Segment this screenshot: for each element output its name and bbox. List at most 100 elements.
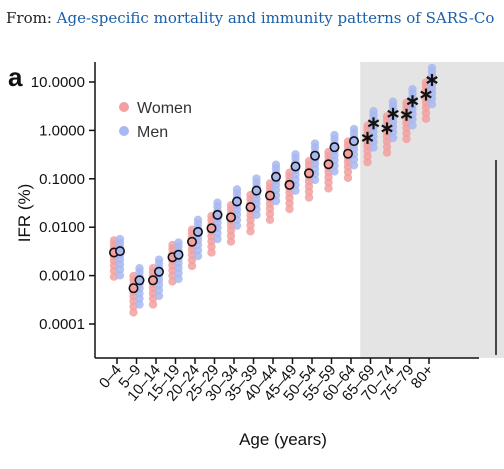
- posterior-dot-men: [388, 133, 398, 143]
- posterior-dot-women: [265, 215, 275, 224]
- estimate-asterisk-women: [361, 131, 374, 144]
- y-tick-label: 1.0000: [39, 122, 85, 139]
- legend-men-label: Men: [137, 124, 168, 141]
- estimate-marker-men: [290, 161, 301, 172]
- posterior-dot-women: [304, 193, 314, 202]
- estimate-marker-men: [348, 136, 359, 147]
- posterior-dot-men: [330, 167, 339, 176]
- y-axis-ticks: 0.0001 0.0010 0.0100 0.1000 1.0000 10.0000: [31, 74, 95, 333]
- posterior-dot-women: [246, 227, 255, 236]
- posterior-dot-women: [187, 261, 197, 271]
- estimate-marker-men: [154, 266, 165, 277]
- posterior-dot-women: [207, 248, 216, 257]
- x-axis-title: Age (years): [239, 430, 327, 449]
- posterior-dot-men: [369, 143, 378, 152]
- posterior-dot-women: [421, 114, 431, 123]
- posterior-dot-men: [193, 215, 203, 224]
- posterior-dot-men: [193, 251, 203, 261]
- estimate-asterisk-women: [420, 88, 432, 101]
- posterior-dot-men: [369, 107, 378, 116]
- panel-label-a: a: [8, 62, 23, 92]
- posterior-dot-men: [174, 238, 183, 247]
- estimate-marker-women: [226, 212, 237, 223]
- estimate-marker-men: [173, 249, 184, 260]
- posterior-dot-men: [232, 221, 242, 230]
- estimate-marker-men: [309, 150, 320, 161]
- estimate-asterisk-men: [387, 107, 399, 120]
- estimate-asterisk-women: [400, 108, 413, 121]
- estimate-asterisk-women: [381, 122, 393, 135]
- legend-men-marker: [119, 126, 129, 136]
- summary-markers: [109, 73, 438, 294]
- posterior-dot-men: [310, 175, 320, 185]
- x-axis-ticks: 0–45–910–1415–1920–2425–2930–3435–3940–4…: [96, 358, 437, 405]
- x-tick-label: 80+: [408, 361, 438, 392]
- posterior-dot-men: [427, 99, 437, 109]
- older-age-shaded-region: [360, 62, 504, 358]
- estimate-marker-men: [212, 209, 223, 220]
- posterior-dot-men: [154, 255, 164, 264]
- estimate-marker-women: [245, 202, 256, 213]
- posterior-dot-men: [213, 234, 222, 244]
- estimate-marker-men: [329, 142, 340, 153]
- estimate-marker-women: [323, 159, 334, 170]
- posterior-dot-women: [343, 173, 353, 183]
- estimate-marker-women: [284, 179, 295, 190]
- posterior-dot-women: [129, 308, 138, 317]
- posterior-dot-men: [291, 186, 300, 195]
- posterior-dot-men: [408, 121, 417, 130]
- y-tick-label: 0.0100: [39, 219, 85, 236]
- estimate-marker-men: [115, 246, 126, 257]
- y-tick-label: 0.0010: [39, 268, 85, 285]
- posterior-dot-women: [402, 134, 411, 144]
- posterior-dot-men: [291, 150, 300, 159]
- posterior-dot-men: [349, 124, 359, 134]
- estimate-marker-women: [264, 190, 275, 201]
- posterior-dot-women: [148, 300, 158, 309]
- legend-women-label: Women: [137, 100, 192, 117]
- posterior-dot-men: [174, 274, 183, 284]
- posterior-dot-men: [252, 210, 261, 220]
- posterior-dot-men: [115, 271, 125, 280]
- posterior-dot-men: [271, 196, 281, 206]
- figure-source-header: From: Age-specific mortality and immunit…: [6, 9, 494, 27]
- posterior-dot-men: [252, 174, 261, 183]
- estimate-marker-men: [232, 196, 243, 207]
- legend: Women Men: [119, 100, 192, 141]
- posterior-dot-men: [330, 130, 339, 140]
- posterior-dot-women: [285, 204, 294, 214]
- estimate-asterisk-men: [426, 73, 438, 86]
- estimate-marker-men: [134, 275, 145, 286]
- estimate-marker-women: [128, 283, 139, 294]
- posterior-dot-women: [363, 157, 372, 167]
- estimate-marker-women: [206, 223, 217, 234]
- posterior-dot-men: [232, 185, 242, 194]
- legend-women-marker: [119, 102, 129, 112]
- posterior-dot-men: [213, 198, 222, 207]
- posterior-dot-women: [324, 184, 333, 193]
- posterior-dot-men: [408, 84, 417, 94]
- estimate-marker-men: [193, 226, 204, 237]
- posterior-dot-men: [115, 234, 125, 244]
- posterior-dot-men: [271, 160, 281, 169]
- estimate-marker-men: [270, 171, 281, 182]
- estimate-asterisk-men: [367, 117, 380, 130]
- estimate-marker-women: [342, 148, 353, 159]
- posterior-dot-men: [135, 263, 144, 273]
- y-axis-title: IFR (%): [15, 184, 34, 243]
- posterior-dot-women: [382, 148, 392, 157]
- posterior-dot-men: [349, 161, 359, 170]
- estimate-marker-women: [303, 168, 314, 179]
- y-tick-label: 0.0001: [39, 316, 85, 333]
- posterior-dot-men: [154, 291, 164, 301]
- estimate-asterisk-men: [406, 95, 419, 108]
- estimate-marker-women: [148, 275, 159, 286]
- y-tick-label: 0.1000: [39, 171, 85, 188]
- posterior-dot-men: [135, 300, 144, 309]
- y-tick-label: 10.0000: [31, 74, 85, 91]
- posterior-dot-men: [427, 63, 437, 73]
- estimate-marker-women: [187, 236, 198, 247]
- article-link[interactable]: Age-specific mortality and immunity patt…: [56, 9, 495, 27]
- estimate-marker-men: [251, 185, 262, 196]
